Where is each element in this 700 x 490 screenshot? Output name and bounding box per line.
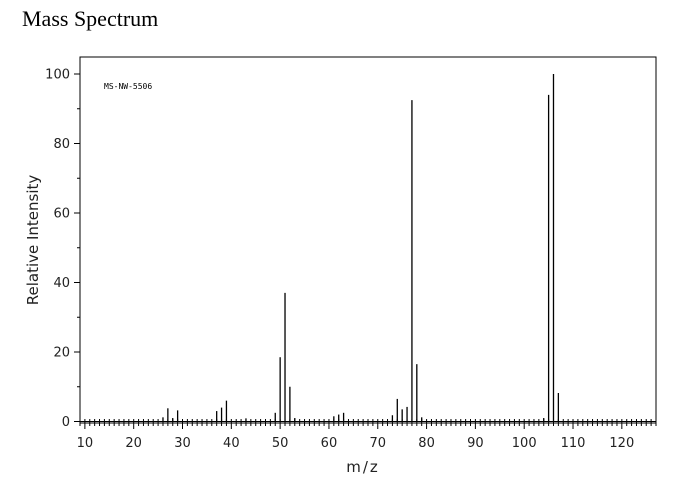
y-tick-label: 100 — [45, 68, 70, 83]
x-tick-label: 70 — [369, 436, 386, 451]
y-axis: 0 20 40 60 80 100 — [45, 68, 80, 430]
spectrum-code-label: MS-NW-5506 — [104, 82, 152, 91]
x-axis: 10 20 30 40 50 60 70 80 90 100 110 120 — [77, 419, 657, 451]
page-title: Mass Spectrum — [22, 6, 159, 31]
y-tick-label: 40 — [53, 276, 70, 291]
y-axis-title: Relative Intensity — [24, 175, 42, 306]
x-tick-label: 90 — [467, 436, 484, 451]
x-tick-label: 110 — [561, 436, 586, 451]
x-tick-label: 20 — [125, 436, 142, 451]
x-tick-label: 30 — [174, 436, 191, 451]
x-tick-label: 10 — [77, 436, 94, 451]
x-tick-label: 60 — [321, 436, 338, 451]
x-axis-title: m/z — [346, 458, 380, 476]
y-tick-label: 80 — [53, 137, 70, 152]
x-tick-label: 80 — [418, 436, 435, 451]
y-tick-label: 0 — [62, 415, 70, 430]
y-tick-label: 20 — [53, 346, 70, 361]
y-tick-label: 60 — [53, 207, 70, 222]
x-tick-label: 40 — [223, 436, 240, 451]
peaks-group — [162, 74, 560, 422]
x-tick-label: 100 — [512, 436, 537, 451]
plot-frame — [79, 56, 657, 424]
x-tick-label: 120 — [609, 436, 634, 451]
x-tick-label: 50 — [272, 436, 289, 451]
